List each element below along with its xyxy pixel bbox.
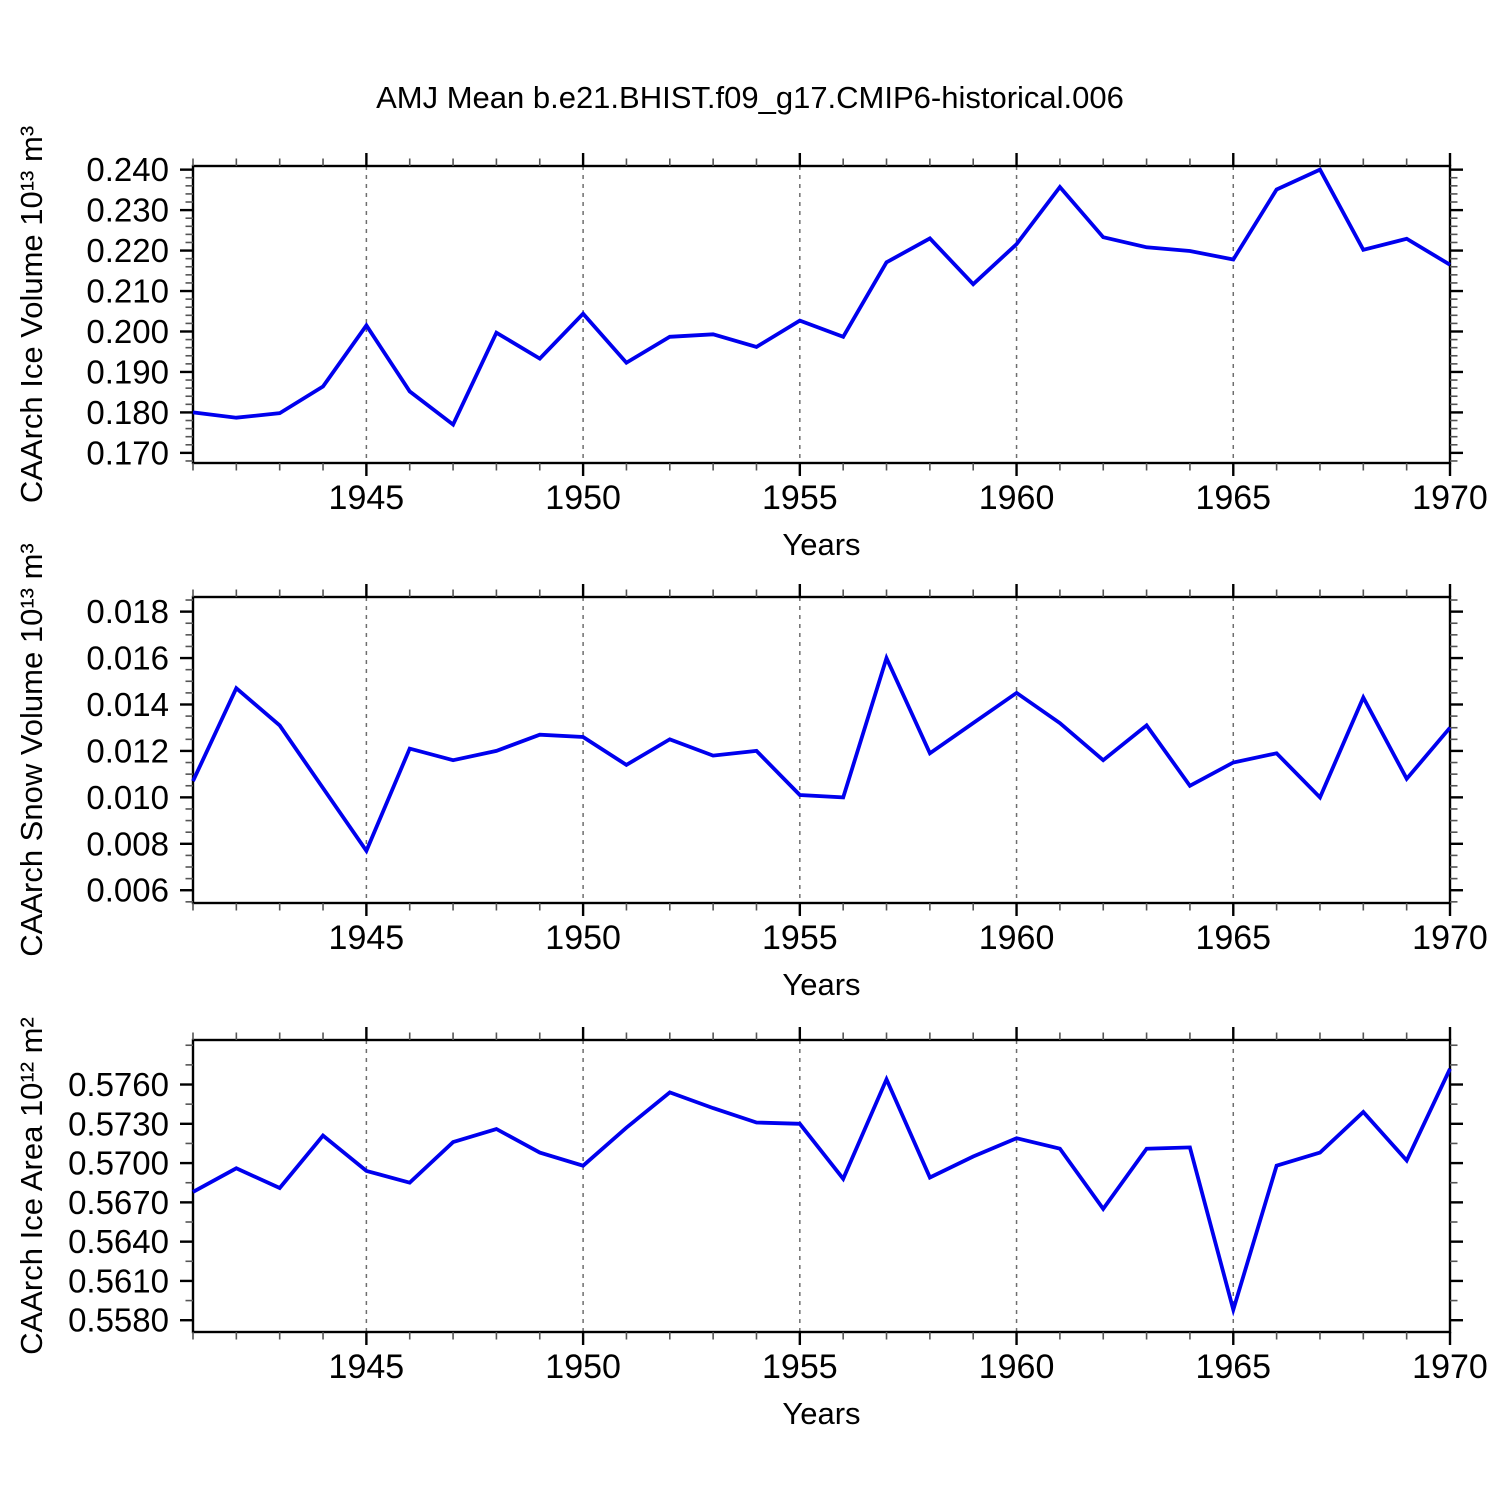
caarch-snow-volume-yaxis-title: CAArch Snow Volume 10¹³ m³ [14, 543, 49, 956]
svg-text:1955: 1955 [762, 479, 838, 517]
caarch-ice-volume-frame [191, 164, 1452, 465]
caarch-snow-volume-axis-labels: 0.006 0.008 0.010 0.012 0.014 0.016 0.018 1945 1… [86, 593, 1487, 957]
caarch-snow-volume-ticks [180, 584, 1463, 916]
svg-text:0.006: 0.006 [86, 872, 169, 909]
svg-text:1960: 1960 [979, 919, 1055, 957]
caarch-snow-volume-xaxis-title: Years [782, 967, 860, 1002]
caarch-ice-area-xaxis-title: Years [782, 1396, 860, 1431]
svg-text:0.018: 0.018 [86, 593, 169, 630]
svg-text:0.190: 0.190 [86, 353, 169, 390]
svg-text:0.240: 0.240 [86, 151, 169, 188]
svg-text:0.170: 0.170 [86, 434, 169, 471]
svg-text:1970: 1970 [1412, 919, 1488, 957]
svg-text:1965: 1965 [1195, 1348, 1271, 1386]
svg-text:0.012: 0.012 [86, 732, 169, 769]
caarch-ice-volume-xaxis-title: Years [782, 527, 860, 562]
svg-text:1950: 1950 [545, 1348, 621, 1386]
caarch-ice-area-axis-labels: 0.55800.56100.56400.56700.57000.57300.57… [68, 1066, 1488, 1386]
svg-text:0.5700: 0.5700 [68, 1145, 169, 1182]
svg-text:0.220: 0.220 [86, 232, 169, 269]
svg-text:1965: 1965 [1195, 919, 1271, 957]
caarch-ice-area-line [192, 1067, 1452, 1317]
caarch-ice-volume-yaxis-title: CAArch Ice Volume 10¹³ m³ [14, 126, 49, 503]
svg-text:1960: 1960 [979, 479, 1055, 517]
caarch-ice-volume-ticks [180, 153, 1463, 476]
svg-text:1945: 1945 [329, 479, 405, 517]
svg-text:0.5640: 0.5640 [68, 1223, 169, 1260]
caarch-snow-volume-line [191, 652, 1452, 855]
svg-text:0.180: 0.180 [86, 394, 169, 431]
svg-text:1945: 1945 [329, 919, 405, 957]
svg-text:0.200: 0.200 [86, 313, 169, 350]
caarch-ice-area-frame [191, 1038, 1452, 1334]
svg-text:0.014: 0.014 [86, 686, 169, 723]
caarch-ice-area-gridlines [365, 1040, 1235, 1332]
caarch-ice-volume-line [192, 167, 1451, 428]
svg-text:0.5670: 0.5670 [68, 1184, 169, 1221]
svg-text:0.230: 0.230 [86, 192, 169, 229]
figure-title: AMJ Mean b.e21.BHIST.f09_g17.CMIP6-histo… [376, 80, 1124, 115]
svg-text:0.5610: 0.5610 [68, 1262, 169, 1299]
svg-text:1960: 1960 [979, 1348, 1055, 1386]
svg-text:1955: 1955 [762, 1348, 838, 1386]
svg-text:1950: 1950 [545, 919, 621, 957]
svg-text:1970: 1970 [1412, 479, 1488, 517]
svg-text:0.210: 0.210 [86, 273, 169, 310]
svg-text:1955: 1955 [762, 919, 838, 957]
caarch-ice-area-ticks [180, 1027, 1463, 1345]
svg-text:1965: 1965 [1195, 479, 1271, 517]
svg-text:1945: 1945 [329, 1348, 405, 1386]
svg-text:1970: 1970 [1412, 1348, 1488, 1386]
svg-text:1950: 1950 [545, 479, 621, 517]
caarch-ice-area-yaxis-title: CAArch Ice Area 10¹² m² [14, 1017, 49, 1355]
svg-text:0.5580: 0.5580 [68, 1302, 169, 1339]
svg-text:0.008: 0.008 [86, 825, 169, 862]
svg-text:0.016: 0.016 [86, 640, 169, 677]
svg-text:0.5760: 0.5760 [68, 1066, 169, 1103]
svg-text:0.5730: 0.5730 [68, 1105, 169, 1142]
svg-text:0.010: 0.010 [86, 779, 169, 816]
